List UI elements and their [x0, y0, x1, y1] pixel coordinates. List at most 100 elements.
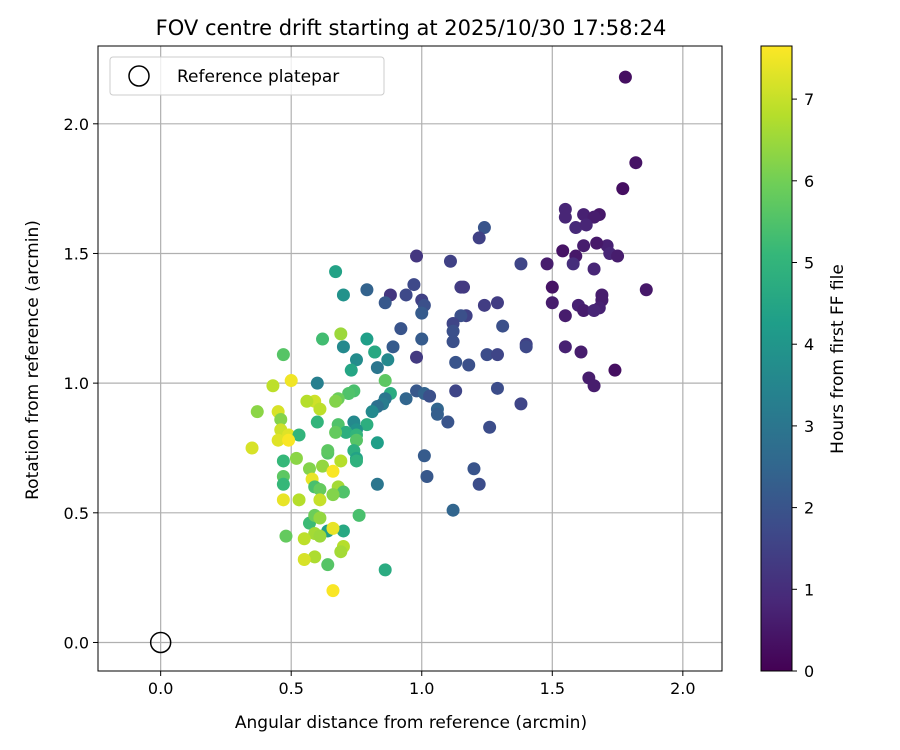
- data-point: [279, 529, 293, 543]
- y-tick-label: 0.0: [64, 633, 89, 652]
- data-point: [336, 485, 350, 499]
- data-point: [310, 376, 324, 390]
- colorbar-tick-label: 1: [804, 580, 814, 599]
- plot-frame: [97, 45, 723, 672]
- y-tick-label: 0.5: [64, 504, 89, 523]
- data-point: [386, 340, 400, 354]
- data-point: [310, 415, 324, 429]
- data-point: [639, 283, 653, 297]
- data-point: [420, 469, 434, 483]
- data-point: [297, 532, 311, 546]
- data-point: [326, 521, 340, 535]
- data-point: [629, 156, 643, 170]
- data-point: [577, 304, 591, 318]
- data-point: [282, 433, 296, 447]
- data-point: [566, 257, 580, 271]
- data-point: [336, 340, 350, 354]
- data-point: [352, 508, 366, 522]
- data-point: [334, 327, 348, 341]
- data-point: [276, 348, 290, 362]
- y-tick-label: 1.5: [64, 244, 89, 263]
- data-point: [370, 477, 384, 491]
- data-point: [313, 511, 327, 525]
- data-point: [410, 350, 424, 364]
- data-point: [349, 353, 363, 367]
- data-point: [558, 340, 572, 354]
- x-tick-label: 0.0: [148, 679, 173, 698]
- data-point: [378, 296, 392, 310]
- data-point: [587, 304, 601, 318]
- data-point: [449, 384, 463, 398]
- colorbar: 0 1 2 3 4 5 6 7 Hours from first FF file: [760, 45, 848, 681]
- axis-ticks: 0.0 0.5 1.0 1.5 2.0 0.0 0.5 1.0 1.5 2.0: [64, 115, 696, 698]
- y-tick-label: 2.0: [64, 115, 89, 134]
- data-point: [399, 288, 413, 302]
- chart-title: FOV centre drift starting at 2025/10/30 …: [156, 16, 667, 40]
- data-point: [415, 306, 429, 320]
- x-tick-label: 2.0: [670, 679, 695, 698]
- data-point: [276, 454, 290, 468]
- data-point: [394, 322, 408, 336]
- data-point: [472, 477, 486, 491]
- data-point: [587, 262, 601, 276]
- data-point: [308, 550, 322, 564]
- data-point: [334, 454, 348, 468]
- y-axis-label: Rotation from reference (arcmin): [23, 220, 43, 500]
- data-point: [490, 296, 504, 310]
- data-point: [577, 239, 591, 253]
- data-point: [608, 363, 622, 377]
- colorbar-tick-label: 2: [804, 499, 814, 518]
- data-point: [245, 441, 259, 455]
- axes-border: [97, 45, 723, 672]
- data-point: [326, 464, 340, 478]
- data-point: [378, 374, 392, 388]
- x-tick-label: 1.0: [409, 679, 434, 698]
- data-point: [297, 552, 311, 566]
- data-point: [284, 374, 298, 388]
- data-point: [334, 545, 348, 559]
- data-point: [300, 394, 314, 408]
- data-point: [292, 493, 306, 507]
- data-point: [349, 454, 363, 468]
- data-point: [336, 524, 350, 538]
- data-point: [360, 418, 374, 432]
- data-point: [558, 309, 572, 323]
- data-point: [292, 428, 306, 442]
- data-point: [316, 332, 330, 346]
- colorbar-gradient: [760, 45, 793, 672]
- grid: [98, 46, 722, 671]
- colorbar-tick-label: 0: [804, 662, 814, 681]
- data-point: [276, 477, 290, 491]
- data-point: [407, 278, 421, 292]
- data-point: [370, 361, 384, 375]
- reference-point: [149, 631, 172, 654]
- data-point: [313, 529, 327, 543]
- colorbar-tick-label: 4: [804, 335, 814, 354]
- data-point: [556, 244, 570, 258]
- data-point: [289, 451, 303, 465]
- data-point: [326, 488, 340, 502]
- data-point: [329, 425, 343, 439]
- data-point: [313, 402, 327, 416]
- colorbar-tick-label: 5: [804, 254, 814, 273]
- data-point: [446, 335, 460, 349]
- data-point: [399, 392, 413, 406]
- data-point: [490, 348, 504, 362]
- data-point: [483, 420, 497, 434]
- data-point: [365, 405, 379, 419]
- data-point: [360, 332, 374, 346]
- data-point: [477, 221, 491, 235]
- data-point: [410, 249, 424, 263]
- data-point: [514, 397, 528, 411]
- data-point: [266, 379, 280, 393]
- data-point: [467, 462, 481, 476]
- data-point: [302, 462, 316, 476]
- data-point: [423, 389, 437, 403]
- data-point: [519, 340, 533, 354]
- data-point: [378, 563, 392, 577]
- legend-entry-reference-platepar: Reference platepar: [177, 67, 339, 87]
- data-point: [449, 355, 463, 369]
- colorbar-tick-label: 7: [804, 90, 814, 109]
- data-point: [446, 503, 460, 517]
- data-point: [496, 319, 510, 333]
